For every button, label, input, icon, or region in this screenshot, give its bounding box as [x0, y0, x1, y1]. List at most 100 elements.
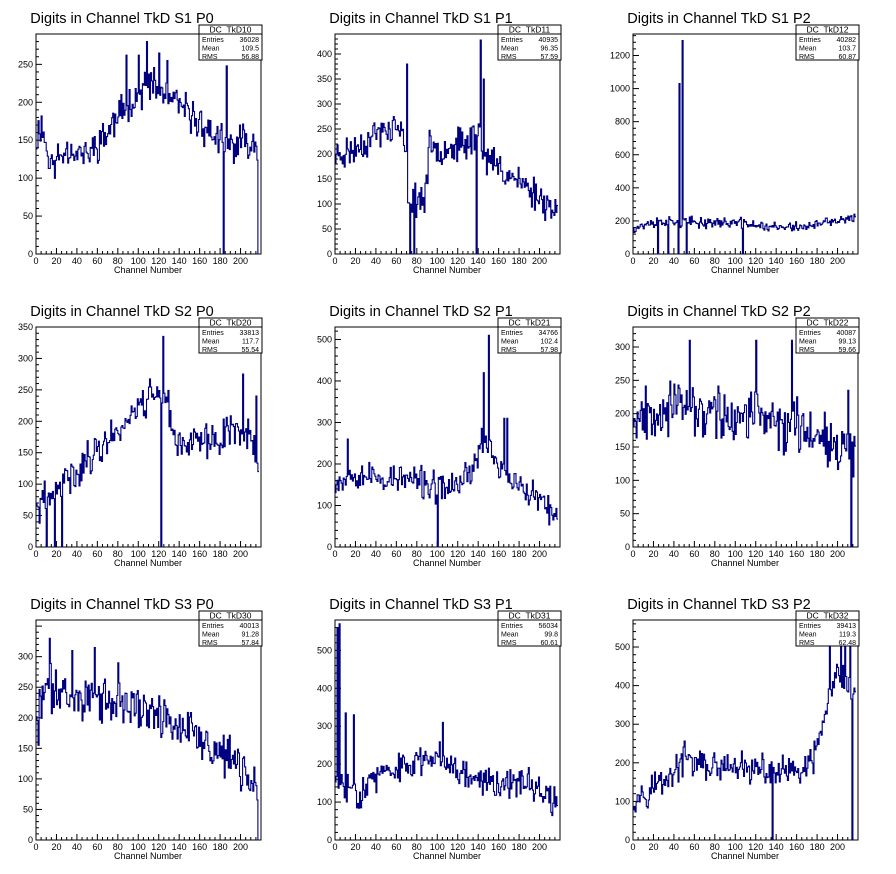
y-tick-label: 400: [615, 183, 630, 193]
stats-value-entries: 56034: [539, 623, 559, 630]
x-tick-label: 40: [72, 256, 82, 266]
x-tick-label: 40: [371, 549, 381, 559]
stats-box: [198, 24, 263, 61]
stats-label-mean: Mean: [202, 46, 220, 53]
x-tick-label: 100: [728, 842, 743, 852]
stats-name: DC_TkD20: [209, 318, 251, 328]
x-tick-label: 160: [192, 549, 207, 559]
stats-value-mean: 117.7: [242, 339, 259, 346]
panel-title: Digits in Channel TkD S2 P0: [30, 304, 214, 320]
x-tick-label: 100: [131, 842, 146, 852]
histogram-panel: Digits in Channel TkD S1 P1 0 20 40 60 80 100 1…: [317, 11, 562, 275]
y-tick-label: 150: [18, 743, 33, 753]
x-tick-label: 180: [512, 256, 527, 266]
x-axis-label: Channel Number: [114, 851, 182, 861]
stats-name: DC_TkD30: [209, 611, 251, 621]
stats-label-mean: Mean: [202, 632, 220, 639]
stats-value-mean: 96.35: [540, 46, 558, 53]
x-tick-label: 80: [113, 256, 123, 266]
y-tick-label: 100: [615, 796, 630, 806]
stats-value-mean: 102.4: [540, 339, 558, 346]
histogram-series: [335, 39, 558, 255]
stats-value-rms: 62.48: [838, 640, 856, 647]
histogram-series: [633, 40, 856, 255]
x-tick-label: 160: [491, 842, 506, 852]
x-tick-label: 140: [172, 842, 187, 852]
x-tick-label: 140: [471, 549, 486, 559]
stats-box: [198, 610, 263, 647]
x-tick-label: 40: [72, 549, 82, 559]
y-tick-label: 400: [615, 681, 630, 691]
histogram-panel: Digits in Channel TkD S2 P1 0 20 40 60 80 100 1…: [317, 304, 562, 568]
panel-title: Digits in Channel TkD S3 P1: [329, 597, 513, 613]
y-tick-label: 500: [317, 334, 332, 344]
y-tick-label: 1200: [610, 51, 630, 61]
x-tick-label: 200: [233, 549, 248, 559]
x-tick-label: 80: [412, 256, 422, 266]
stats-label-rms: RMS: [799, 640, 815, 647]
x-tick-label: 60: [391, 549, 401, 559]
histogram-panel: Digits in Channel TkD S1 P0 0 20 40 60 80 100 1…: [18, 11, 263, 275]
stats-value-mean: 99.13: [838, 339, 856, 346]
histogram-panel: Digits in Channel TkD S1 P2 0 20 40 60 80 100 1…: [610, 11, 860, 275]
stats-label-mean: Mean: [501, 46, 519, 53]
stats-label-entries: Entries: [501, 37, 523, 44]
stats-label-mean: Mean: [501, 632, 519, 639]
y-tick-label: 100: [18, 173, 33, 183]
stats-label-entries: Entries: [202, 37, 224, 44]
y-tick-label: 350: [18, 322, 33, 332]
x-axis-label: Channel Number: [711, 851, 779, 861]
x-tick-label: 20: [350, 842, 360, 852]
stats-value-rms: 57.98: [540, 347, 558, 354]
x-tick-label: 60: [391, 256, 401, 266]
x-tick-label: 200: [830, 549, 845, 559]
y-tick-label: 100: [18, 479, 33, 489]
x-tick-label: 0: [332, 842, 337, 852]
plot-frame: [334, 326, 561, 548]
y-tick-label: 200: [317, 759, 332, 769]
histogram-series: [36, 335, 259, 548]
y-tick-label: 200: [18, 416, 33, 426]
x-tick-label: 100: [430, 549, 445, 559]
y-tick-label: 200: [615, 216, 630, 226]
y-tick-label: 800: [615, 117, 630, 127]
stats-label-mean: Mean: [202, 339, 220, 346]
y-tick-label: 0: [327, 835, 332, 845]
stats-box: [795, 24, 860, 61]
stats-box: [795, 317, 860, 354]
x-tick-label: 40: [669, 549, 679, 559]
stats-name: DC_TkD32: [806, 611, 848, 621]
plot-frame: [35, 619, 262, 841]
panel-title: Digits in Channel TkD S3 P0: [30, 597, 214, 613]
x-tick-label: 120: [748, 549, 763, 559]
y-tick-label: 200: [615, 409, 630, 419]
histogram-panel: Digits in Channel TkD S3 P2 0 20 40 60 80 100 1…: [615, 597, 860, 861]
x-tick-label: 0: [332, 256, 337, 266]
stats-value-rms: 56.88: [241, 54, 259, 61]
y-tick-label: 250: [615, 375, 630, 385]
x-tick-label: 20: [51, 842, 61, 852]
panel-title: Digits in Channel TkD S1 P0: [30, 11, 214, 27]
y-tick-label: 0: [28, 249, 33, 259]
x-axis-label: Channel Number: [711, 558, 779, 568]
y-tick-label: 200: [317, 459, 332, 469]
x-tick-label: 160: [789, 549, 804, 559]
x-tick-label: 200: [532, 842, 547, 852]
panel-title: Digits in Channel TkD S1 P2: [627, 11, 811, 27]
stats-name: DC_TkD11: [509, 25, 551, 35]
x-tick-label: 140: [471, 842, 486, 852]
x-tick-label: 0: [630, 842, 635, 852]
stats-value-mean: 91.28: [241, 632, 259, 639]
stats-value-entries: 40282: [837, 37, 857, 44]
stats-label-entries: Entries: [501, 330, 523, 337]
x-tick-label: 20: [648, 549, 658, 559]
y-tick-label: 150: [615, 442, 630, 452]
x-tick-label: 160: [192, 256, 207, 266]
y-tick-label: 500: [615, 642, 630, 652]
x-tick-label: 180: [213, 842, 228, 852]
y-tick-label: 500: [317, 645, 332, 655]
y-tick-label: 0: [28, 835, 33, 845]
x-tick-label: 180: [512, 842, 527, 852]
x-tick-label: 40: [669, 256, 679, 266]
stats-label-mean: Mean: [501, 339, 519, 346]
